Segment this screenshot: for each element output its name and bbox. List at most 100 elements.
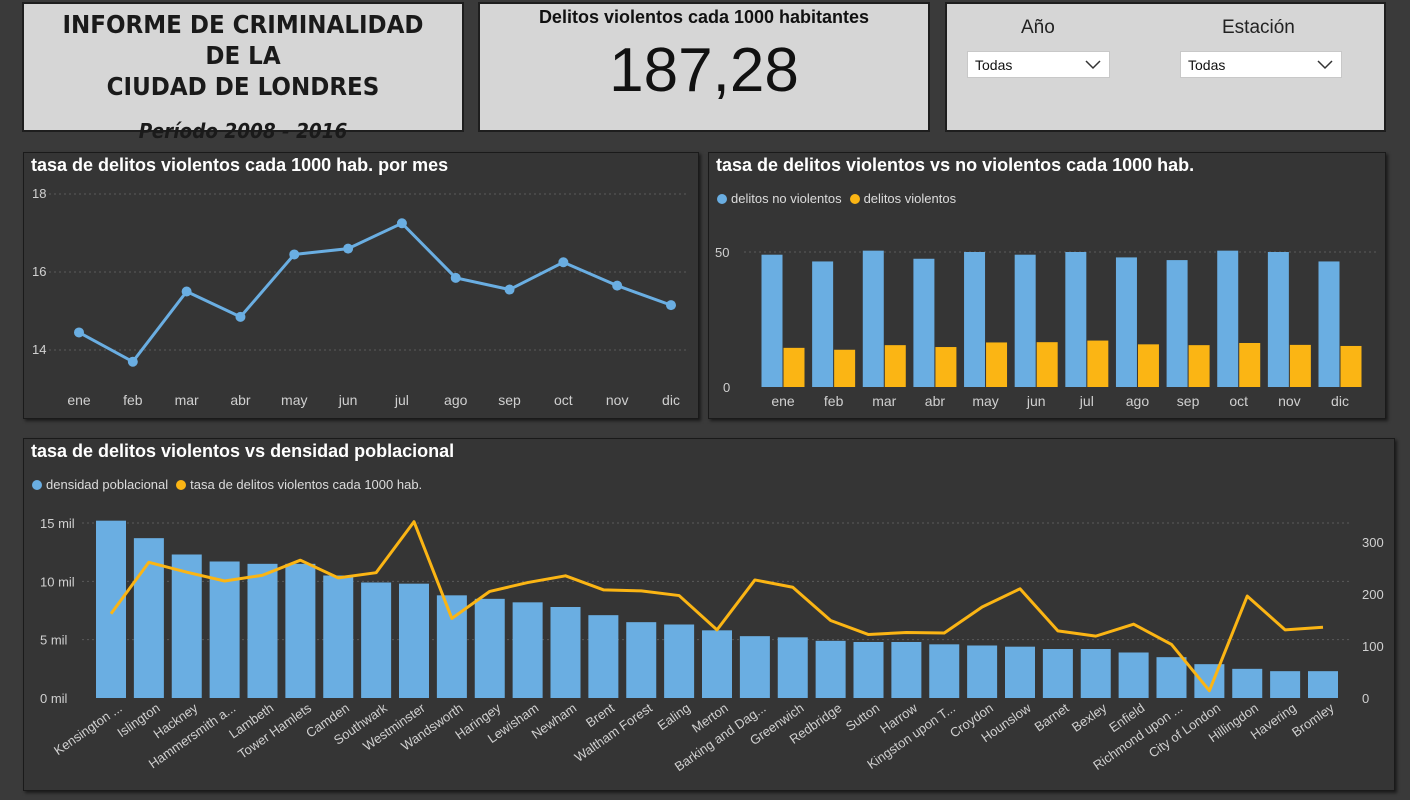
report-title-card: INFORME DE CRIMINALIDAD DE LA CIUDAD DE … xyxy=(22,2,464,143)
density-bar xyxy=(739,636,770,698)
x-tick-label: mar xyxy=(872,393,896,409)
legend-dot xyxy=(176,479,187,490)
x-tick-label: sep xyxy=(1177,393,1200,409)
x-tick-label: sep xyxy=(498,392,521,408)
density-bar xyxy=(929,644,960,698)
year-filter-label: Año xyxy=(1021,17,1055,38)
x-tick-label: Bromley xyxy=(1289,700,1337,740)
x-tick-label: jun xyxy=(1026,393,1046,409)
y-tick-label-right: 300 xyxy=(1362,535,1384,550)
density-bar xyxy=(1308,671,1338,698)
density-bar xyxy=(1042,649,1073,698)
x-tick-label: ene xyxy=(67,392,91,408)
x-tick-label: feb xyxy=(824,393,844,409)
density-bar xyxy=(285,563,316,698)
density-bar xyxy=(361,582,392,698)
data-point xyxy=(504,284,515,295)
filters-card: Año Todas Estación Todas xyxy=(945,2,1386,132)
density-bar xyxy=(1080,649,1111,698)
data-point xyxy=(74,327,84,338)
y-tick-label: 0 xyxy=(723,380,730,395)
bar-nonviolent xyxy=(862,250,884,387)
year-dropdown[interactable]: Todas xyxy=(967,51,1110,78)
density-bar xyxy=(967,645,998,698)
density-bar xyxy=(171,554,202,698)
chart-title: tasa de delitos violentos vs densidad po… xyxy=(31,441,455,461)
y-tick-label: 18 xyxy=(32,186,46,201)
x-tick-label: ago xyxy=(444,392,468,408)
y-tick-label-left: 0 mil xyxy=(40,691,68,706)
bar-violent xyxy=(1188,345,1210,387)
density-bar xyxy=(399,583,429,698)
y-tick-label-left: 15 mil xyxy=(40,516,75,531)
kpi-card: Delitos violentos cada 1000 habitantes 1… xyxy=(478,2,930,132)
legend-dot xyxy=(32,479,42,490)
data-point xyxy=(127,356,138,367)
x-tick-label: oct xyxy=(554,392,573,408)
bar-violent xyxy=(1289,344,1311,387)
legend-label: delitos violentos xyxy=(863,191,957,206)
x-tick-label: jul xyxy=(394,392,409,408)
legend-label: densidad poblacional xyxy=(46,477,169,492)
bar-nonviolent xyxy=(1065,252,1087,387)
violent-vs-nonviolent-chart: tasa de delitos violentos vs no violento… xyxy=(708,152,1386,419)
legend-label: tasa de delitos violentos cada 1000 hab. xyxy=(190,477,423,492)
data-point xyxy=(558,257,569,268)
x-tick-label: mar xyxy=(175,392,199,408)
bar-violent xyxy=(783,347,805,387)
data-point xyxy=(666,300,676,311)
density-bar xyxy=(96,520,126,698)
x-tick-label: may xyxy=(281,392,307,408)
season-dropdown[interactable]: Todas xyxy=(1180,51,1342,78)
density-bar xyxy=(323,575,354,698)
bar-violent xyxy=(1087,340,1109,387)
bar-nonviolent xyxy=(1267,252,1289,387)
density-bar xyxy=(512,602,543,698)
density-bar xyxy=(777,637,808,698)
bar-violent xyxy=(1340,345,1362,387)
x-tick-label: dic xyxy=(1331,393,1349,409)
bar-nonviolent xyxy=(761,254,783,387)
report-title: INFORME DE CRIMINALIDAD DE LA CIUDAD DE … xyxy=(42,9,445,102)
legend-dot xyxy=(717,193,727,204)
year-dropdown-value: Todas xyxy=(975,57,1013,73)
x-tick-label: Bexley xyxy=(1069,700,1110,735)
chart-title: tasa de delitos violentos cada 1000 hab.… xyxy=(31,155,449,175)
bar-nonviolent xyxy=(1014,254,1036,387)
legend-dot xyxy=(849,193,860,204)
report-title-line1: INFORME DE CRIMINALIDAD DE LA xyxy=(62,10,424,70)
bar-nonviolent xyxy=(964,252,986,387)
bar-nonviolent xyxy=(1166,260,1188,387)
data-point xyxy=(343,243,354,254)
bar-violent xyxy=(1036,342,1058,387)
x-tick-label: Barnet xyxy=(1032,700,1072,734)
x-tick-label: jul xyxy=(1079,393,1094,409)
x-tick-label: jun xyxy=(338,392,358,408)
legend-item: delitos no violentos xyxy=(717,191,842,206)
density-bar xyxy=(664,624,695,698)
density-bar xyxy=(474,598,505,698)
y-tick-label-left: 10 mil xyxy=(40,574,75,589)
data-point xyxy=(396,218,407,229)
density-bar xyxy=(891,642,922,698)
kpi-label: Delitos violentos cada 1000 habitantes xyxy=(538,7,870,27)
x-tick-label: ene xyxy=(771,393,795,409)
y-tick-label-right: 0 xyxy=(1362,691,1369,706)
bar-violent xyxy=(1137,344,1159,387)
density-bar xyxy=(1156,657,1187,698)
legend-item: tasa de delitos violentos cada 1000 hab. xyxy=(176,477,422,492)
y-tick-label-right: 100 xyxy=(1362,639,1384,654)
y-tick-label: 16 xyxy=(32,264,46,279)
x-tick-label: oct xyxy=(1229,393,1248,409)
y-tick-label-left: 5 mil xyxy=(40,633,68,648)
bar-violent xyxy=(935,347,957,387)
density-bar xyxy=(1118,652,1149,698)
x-tick-label: Ealing xyxy=(655,700,693,733)
kpi-value: 187,28 xyxy=(609,36,799,105)
monthly-violent-rate-chart: tasa de delitos violentos cada 1000 hab.… xyxy=(23,152,699,419)
bar-violent xyxy=(884,345,906,387)
report-title-line2: CIUDAD DE LONDRES xyxy=(106,72,380,101)
report-period: Período 2008 - 2016 xyxy=(138,119,348,143)
chart-legend: densidad poblacional tasa de delitos vio… xyxy=(32,477,430,492)
x-tick-label: ago xyxy=(1126,393,1150,409)
